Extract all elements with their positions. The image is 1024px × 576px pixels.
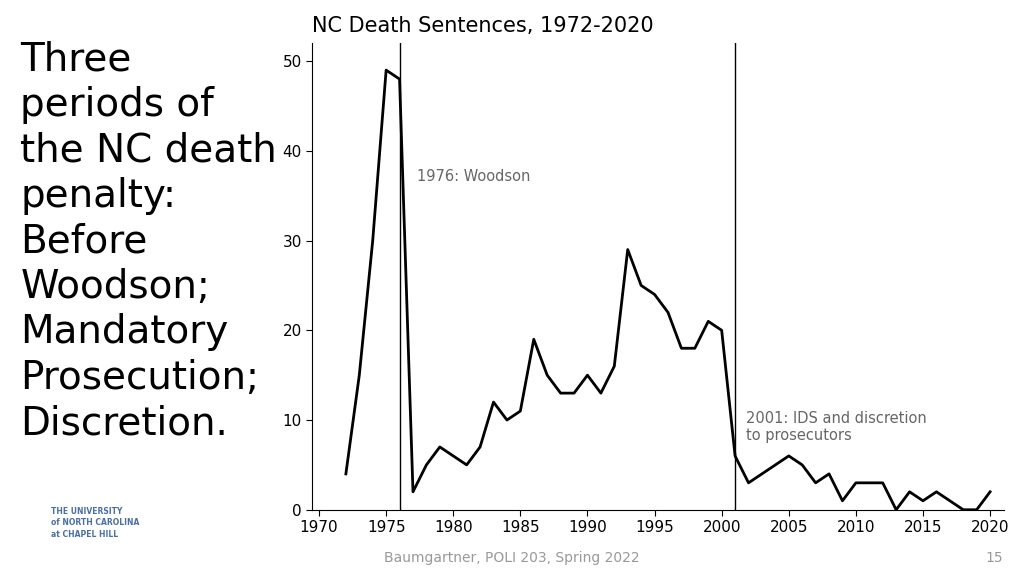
Text: 15: 15	[986, 551, 1004, 564]
Text: 1976: Woodson: 1976: Woodson	[417, 169, 530, 184]
Text: NC Death Sentences, 1972-2020: NC Death Sentences, 1972-2020	[312, 16, 654, 36]
Text: THE UNIVERSITY
of NORTH CAROLINA
at CHAPEL HILL: THE UNIVERSITY of NORTH CAROLINA at CHAP…	[51, 507, 139, 539]
Text: 2001: IDS and discretion
to prosecutors: 2001: IDS and discretion to prosecutors	[745, 411, 927, 444]
Text: Three
periods of
the NC death
penalty:
Before
Woodson;
Mandatory
Prosecution;
Di: Three periods of the NC death penalty: B…	[20, 40, 278, 442]
Text: Baumgartner, POLI 203, Spring 2022: Baumgartner, POLI 203, Spring 2022	[384, 551, 640, 564]
